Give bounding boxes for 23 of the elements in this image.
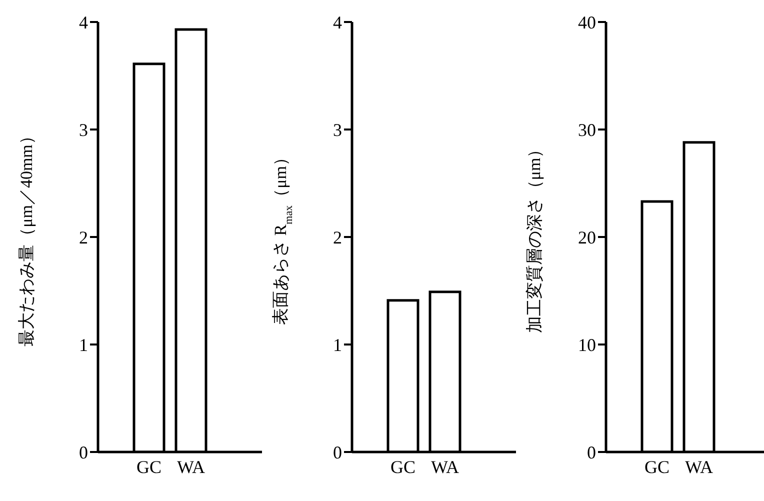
y-tick-label: 4 [333, 12, 342, 32]
y-tick-label: 3 [333, 120, 342, 140]
y-axis-title: 最大たわみ量（μm／40mm） [17, 128, 36, 346]
y-tick-label: 4 [79, 12, 88, 32]
x-tick-label: GC [644, 456, 670, 477]
y-tick-label: 2 [79, 227, 88, 248]
y-tick-label: 20 [578, 227, 596, 248]
x-tick-label: WA [177, 456, 205, 477]
y-tick-label: 30 [578, 120, 596, 140]
x-tick-label: WA [431, 456, 459, 477]
y-axis-title: 加工変質層の深さ（μm） [525, 140, 544, 334]
x-tick-label: GC [390, 456, 416, 477]
y-tick-label: 1 [333, 334, 342, 355]
y-tick-label: 40 [578, 12, 596, 32]
y-tick-label: 1 [79, 334, 88, 355]
y-tick-label: 0 [79, 442, 88, 462]
x-tick-label: WA [685, 456, 713, 477]
y-tick-label: 3 [79, 120, 88, 140]
y-tick-label: 10 [578, 334, 596, 355]
y-tick-label: 0 [333, 442, 342, 462]
y-tick-label: 0 [587, 442, 596, 462]
x-tick-label: GC [136, 456, 162, 477]
y-tick-label: 2 [333, 227, 342, 248]
